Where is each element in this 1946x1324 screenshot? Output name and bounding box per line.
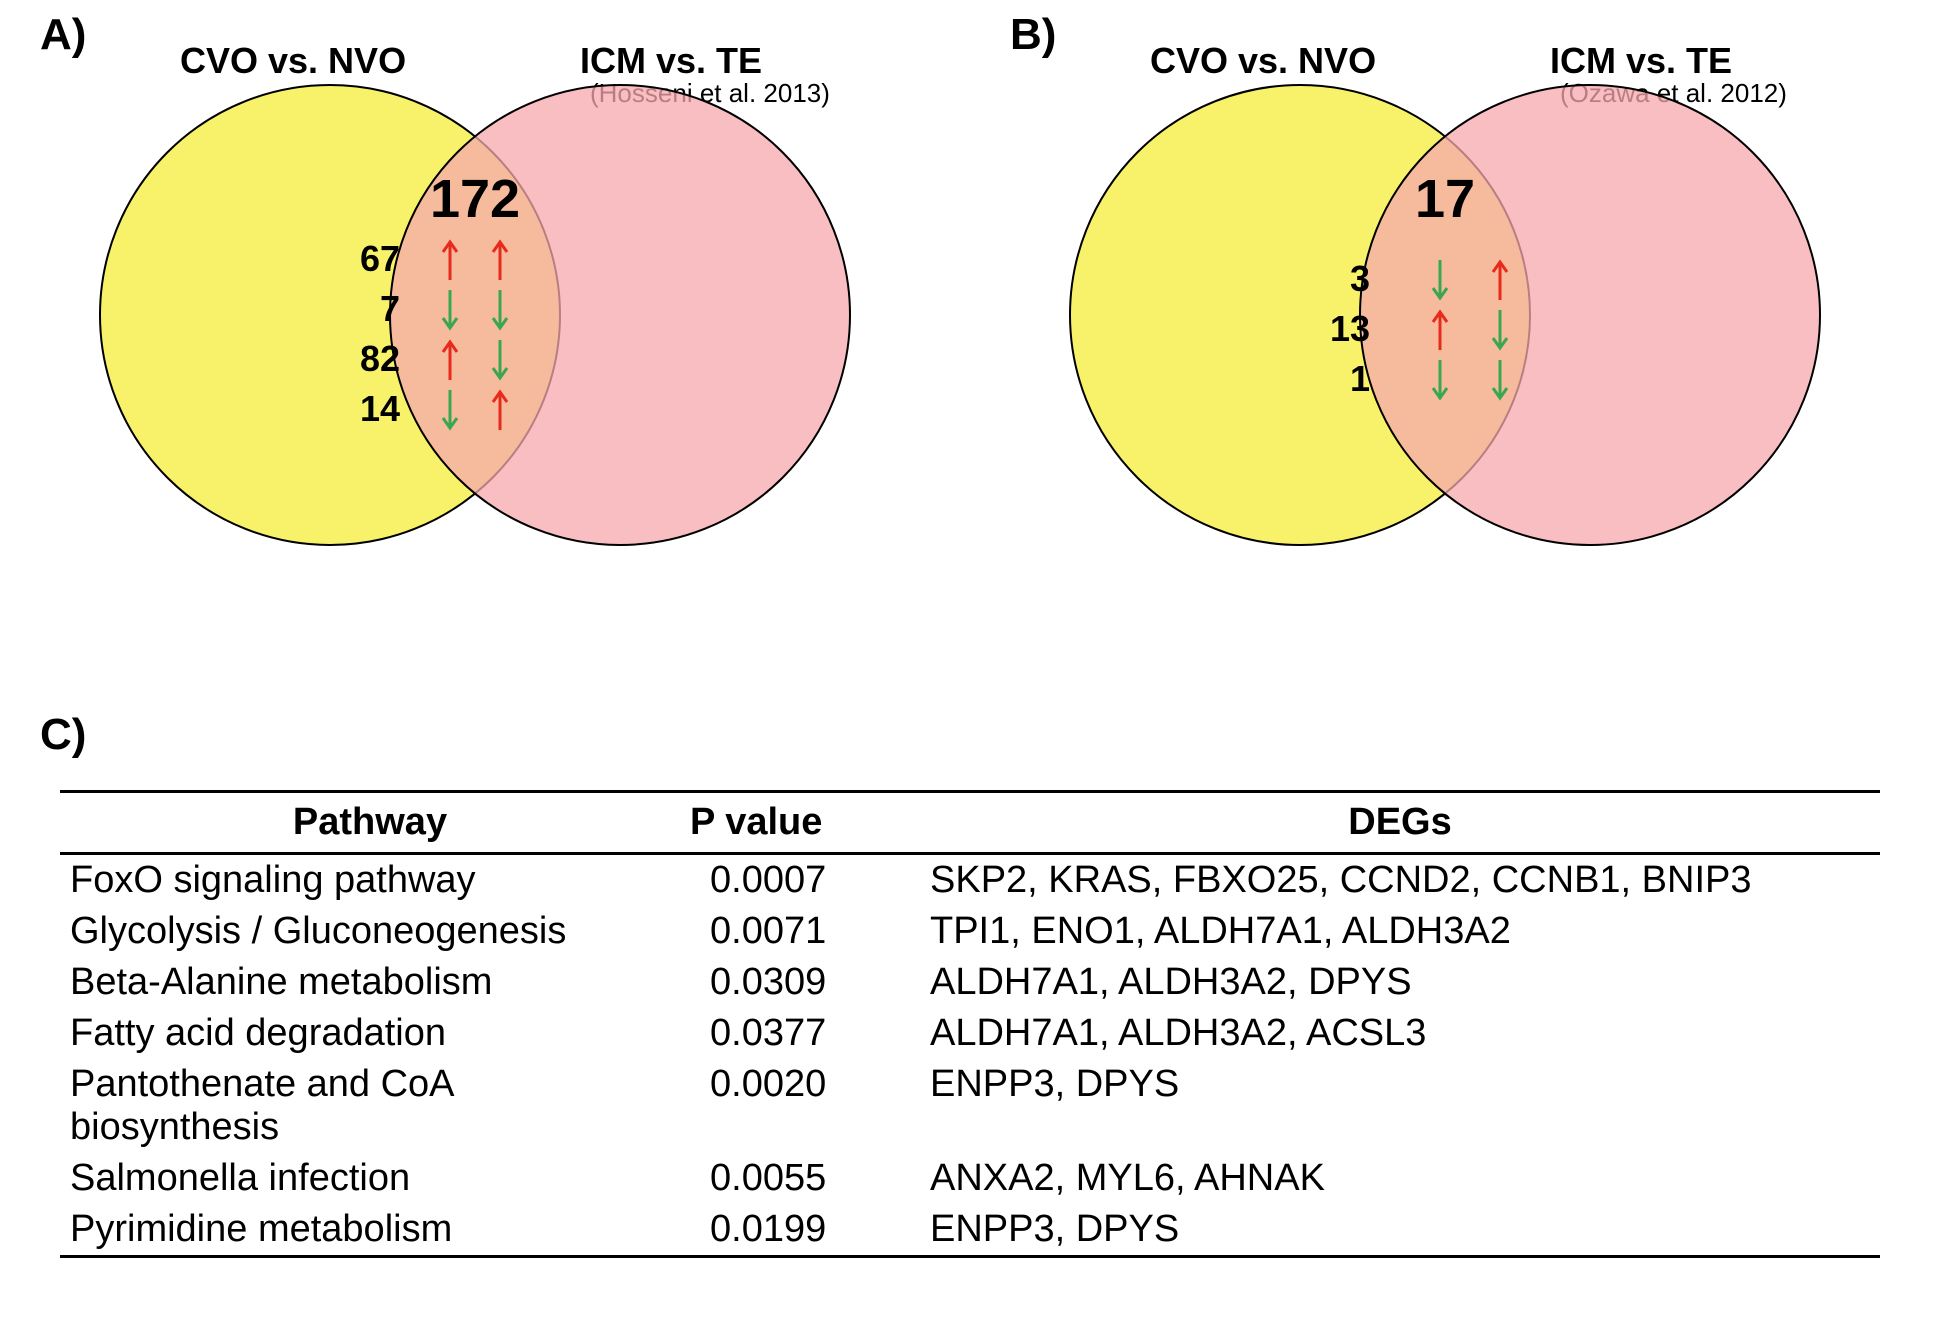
panel-a-row3-right-arrow <box>490 388 510 432</box>
cell-pathway: Beta-Alanine metabolism <box>60 957 680 1008</box>
cell-degs: ALDH7A1, ALDH3A2, DPYS <box>920 957 1880 1008</box>
pathway-table: Pathway P value DEGs FoxO signaling path… <box>60 790 1880 1258</box>
cell-degs: ANXA2, MYL6, AHNAK <box>920 1153 1880 1204</box>
panel-b-row1-left-arrow <box>1430 308 1450 352</box>
panel-b-row0-right-arrow <box>1490 258 1510 302</box>
cell-degs: ENPP3, DPYS <box>920 1204 1880 1257</box>
cell-degs: ALDH7A1, ALDH3A2, ACSL3 <box>920 1008 1880 1059</box>
panel-a-venn: CVO vs. NVO ICM vs. TE (Hosseni et al. 2… <box>90 40 870 600</box>
panel-a-overlap-total: 172 <box>410 168 540 230</box>
panel-b-overlap-total: 17 <box>1390 168 1500 230</box>
panel-a-row1-left-arrow <box>440 288 460 332</box>
cell-pathway: Pantothenate and CoA biosynthesis <box>60 1059 680 1153</box>
cell-pathway: Glycolysis / Gluconeogenesis <box>60 906 680 957</box>
panel-a-row1-num: 7 <box>380 288 400 330</box>
panel-b-row1-right-arrow <box>1490 308 1510 352</box>
cell-pathway: FoxO signaling pathway <box>60 854 680 907</box>
panel-a-label: A) <box>40 10 86 60</box>
panel-a-row2-right-arrow <box>490 338 510 382</box>
th-pathway: Pathway <box>60 792 680 854</box>
table-row: Fatty acid degradation0.0377ALDH7A1, ALD… <box>60 1008 1880 1059</box>
panel-a-row3-num: 14 <box>360 388 400 430</box>
cell-degs: SKP2, KRAS, FBXO25, CCND2, CCNB1, BNIP3 <box>920 854 1880 907</box>
table-row: FoxO signaling pathway0.0007SKP2, KRAS, … <box>60 854 1880 907</box>
th-degs: DEGs <box>920 792 1880 854</box>
table-row: Pyrimidine metabolism0.0199ENPP3, DPYS <box>60 1204 1880 1257</box>
cell-degs: ENPP3, DPYS <box>920 1059 1880 1153</box>
cell-degs: TPI1, ENO1, ALDH7A1, ALDH3A2 <box>920 906 1880 957</box>
panel-b-row2-num: 1 <box>1350 358 1370 400</box>
panel-b-row1-num: 13 <box>1330 308 1370 350</box>
panel-a-row2-num: 82 <box>360 338 400 380</box>
table-row: Salmonella infection0.0055ANXA2, MYL6, A… <box>60 1153 1880 1204</box>
th-pvalue: P value <box>680 792 920 854</box>
panel-b-row0-num: 3 <box>1350 258 1370 300</box>
panel-a-row0-right-arrow <box>490 238 510 282</box>
cell-pathway: Salmonella infection <box>60 1153 680 1204</box>
panel-a-venn-svg <box>90 40 870 600</box>
table-row: Beta-Alanine metabolism0.0309ALDH7A1, AL… <box>60 957 1880 1008</box>
table-row: Glycolysis / Gluconeogenesis0.0071TPI1, … <box>60 906 1880 957</box>
panel-b-label: B) <box>1010 10 1056 60</box>
table-row: Pantothenate and CoA biosynthesis0.0020E… <box>60 1059 1880 1153</box>
cell-pvalue: 0.0309 <box>680 957 920 1008</box>
cell-pathway: Fatty acid degradation <box>60 1008 680 1059</box>
cell-pvalue: 0.0020 <box>680 1059 920 1153</box>
cell-pvalue: 0.0007 <box>680 854 920 907</box>
cell-pvalue: 0.0377 <box>680 1008 920 1059</box>
panel-a-row0-num: 67 <box>360 238 400 280</box>
panel-b-right-circle <box>1360 85 1820 545</box>
panel-a-row1-right-arrow <box>490 288 510 332</box>
panel-b-row2-right-arrow <box>1490 358 1510 402</box>
panel-a-row0-left-arrow <box>440 238 460 282</box>
panel-b-venn: CVO vs. NVO ICM vs. TE (Ozawa et al. 201… <box>1060 40 1840 600</box>
panel-b-venn-svg <box>1060 40 1840 600</box>
panel-b-row0-left-arrow <box>1430 258 1450 302</box>
panel-b-row2-left-arrow <box>1430 358 1450 402</box>
panel-a-row2-left-arrow <box>440 338 460 382</box>
cell-pvalue: 0.0199 <box>680 1204 920 1257</box>
panel-c-table-section: Pathway P value DEGs FoxO signaling path… <box>60 790 1880 1258</box>
cell-pvalue: 0.0071 <box>680 906 920 957</box>
panel-c-label: C) <box>40 710 86 760</box>
cell-pathway: Pyrimidine metabolism <box>60 1204 680 1257</box>
cell-pvalue: 0.0055 <box>680 1153 920 1204</box>
panel-a-row3-left-arrow <box>440 388 460 432</box>
